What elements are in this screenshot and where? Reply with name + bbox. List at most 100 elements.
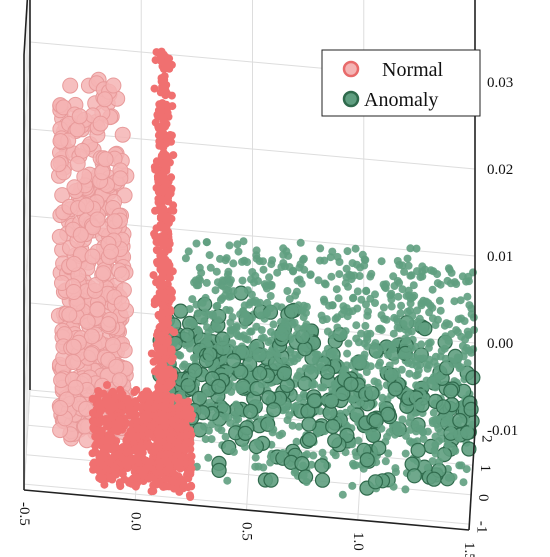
z-tick-label: 0.04	[487, 0, 514, 4]
legend-anomaly-marker	[342, 90, 360, 108]
normal-point	[106, 473, 115, 482]
anomaly-point	[197, 268, 206, 277]
anomaly-point	[314, 350, 322, 359]
anomaly-point	[202, 278, 211, 287]
anomaly-point	[192, 281, 201, 290]
normal-point	[160, 120, 169, 129]
anomaly-point	[347, 405, 355, 413]
normal-point	[65, 284, 82, 300]
normal-point	[120, 475, 129, 484]
anomaly-point	[293, 354, 302, 363]
anomaly-point	[242, 403, 259, 419]
anomaly-point	[252, 353, 261, 362]
anomaly-point	[444, 473, 453, 482]
normal-point	[173, 423, 182, 432]
anomaly-point	[426, 471, 442, 487]
anomaly-point	[435, 457, 444, 466]
normal-point	[99, 389, 108, 398]
anomaly-point	[292, 330, 301, 339]
normal-point	[157, 57, 166, 66]
anomaly-point	[417, 299, 426, 308]
anomaly-point	[231, 382, 240, 391]
normal-point	[50, 156, 67, 173]
normal-point	[175, 487, 184, 496]
anomaly-point	[184, 247, 193, 256]
anomaly-point	[367, 474, 384, 490]
anomaly-point	[213, 301, 222, 310]
anomaly-point	[333, 323, 342, 332]
anomaly-point	[309, 451, 318, 460]
anomaly-point	[368, 413, 384, 429]
normal-point	[162, 308, 171, 317]
anomaly-point	[299, 255, 308, 264]
normal-point	[105, 77, 122, 94]
anomaly-point	[453, 353, 462, 362]
anomaly-point	[207, 435, 216, 444]
anomaly-point	[205, 251, 214, 260]
anomaly-point	[467, 310, 476, 319]
anomaly-point	[314, 472, 331, 488]
anomaly-point	[371, 431, 380, 440]
anomaly-point	[433, 315, 442, 324]
anomaly-point	[341, 279, 350, 288]
anomaly-point	[348, 481, 357, 490]
normal-point	[155, 463, 164, 471]
anomaly-point	[459, 478, 468, 487]
anomaly-point	[402, 291, 411, 300]
anomaly-point	[265, 273, 274, 282]
anomaly-point	[232, 345, 241, 354]
normal-point	[51, 228, 68, 245]
anomaly-point	[406, 425, 415, 434]
anomaly-point	[387, 302, 396, 311]
anomaly-point	[234, 332, 243, 340]
anomaly-point	[401, 449, 410, 458]
anomaly-point	[259, 257, 267, 266]
anomaly-point	[229, 447, 238, 456]
anomaly-point	[204, 453, 213, 462]
anomaly-point	[419, 435, 428, 443]
anomaly-point	[402, 431, 410, 440]
anomaly-point	[440, 344, 449, 353]
chart-ticks: -0.5 0.0 0.5 1.0 1.5 -1 0 1 2-0.01 0.00 0.01 0.02 0.…	[16, 0, 518, 557]
anomaly-point	[325, 418, 341, 435]
anomaly-point	[343, 376, 359, 392]
y-tick-label: 0	[475, 494, 491, 502]
anomaly-point	[447, 330, 456, 338]
anomaly-point	[398, 285, 407, 294]
normal-point	[61, 306, 78, 323]
normal-point	[96, 429, 105, 438]
anomaly-point	[412, 244, 421, 253]
anomaly-point	[444, 264, 453, 273]
anomaly-point	[341, 420, 350, 429]
anomaly-point	[391, 468, 400, 476]
anomaly-point	[359, 452, 375, 468]
anomaly-point	[185, 344, 194, 353]
anomaly-point	[232, 400, 241, 409]
normal-point	[149, 487, 158, 496]
normal-point	[84, 248, 101, 265]
anomaly-point	[259, 265, 268, 274]
normal-point	[152, 224, 161, 233]
anomaly-point	[332, 285, 341, 294]
anomaly-point	[406, 468, 422, 484]
normal-point	[159, 208, 168, 217]
normal-point	[92, 115, 109, 132]
normal-point	[111, 372, 128, 389]
anomaly-point	[389, 329, 398, 338]
anomaly-point	[348, 396, 357, 404]
normal-point	[160, 414, 169, 423]
normal-point	[66, 255, 82, 272]
anomaly-point	[457, 461, 466, 470]
normal-point	[187, 482, 196, 491]
anomaly-point	[270, 330, 279, 339]
anomaly-point	[241, 310, 250, 319]
anomaly-point	[212, 267, 221, 276]
normal-point	[98, 416, 106, 425]
normal-point	[152, 238, 161, 247]
normal-point	[151, 118, 160, 127]
anomaly-point	[417, 340, 426, 349]
normal-point	[167, 347, 176, 356]
anomaly-point	[295, 263, 304, 272]
normal-point	[90, 458, 99, 467]
legend-normal-marker	[342, 60, 360, 78]
